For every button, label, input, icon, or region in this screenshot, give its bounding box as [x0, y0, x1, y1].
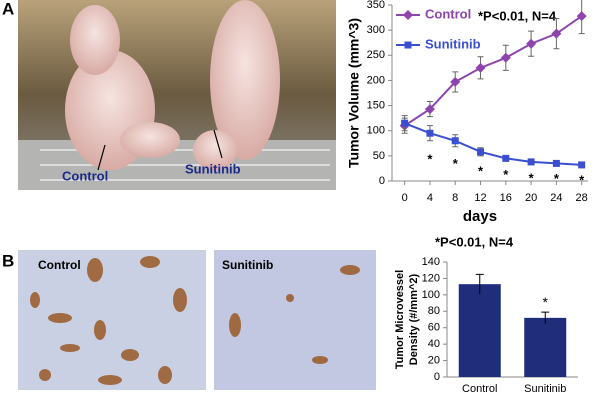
point-label: * — [427, 152, 433, 167]
x-tick-label: 16 — [500, 192, 512, 204]
photo-label: Sunitinib — [185, 161, 241, 176]
y-tick-label: 140 — [422, 256, 440, 268]
error-bar — [475, 273, 484, 295]
marker — [552, 159, 560, 167]
bar — [524, 317, 567, 377]
error-bar — [541, 311, 550, 324]
panel-label: A — [2, 0, 14, 18]
bar-chart: 0 20 40 60 80 100 120 140 Tumor Microvessel Densi… — [394, 234, 578, 395]
photo-label: Sunitinib — [222, 258, 273, 272]
photo-label: Control — [38, 258, 81, 272]
x-tick-label: 24 — [550, 192, 562, 204]
point-label: * — [503, 167, 509, 182]
photo-a: Control Sunitinib — [18, 0, 336, 190]
marker — [424, 104, 435, 115]
y-tick-label: 40 — [428, 338, 440, 350]
x-axis-label: days — [463, 208, 497, 225]
marker — [450, 76, 461, 87]
y-tick-label: 100 — [367, 125, 385, 137]
marker — [502, 154, 510, 162]
marker — [451, 137, 459, 145]
y-tick-label: 60 — [428, 322, 440, 334]
point-label: * — [554, 171, 560, 186]
marker — [527, 158, 535, 166]
annotation: *P<0.01, N=4 — [435, 234, 514, 249]
panel-label: B — [2, 251, 14, 270]
point-label: * — [579, 172, 585, 187]
point-label: * — [529, 170, 535, 185]
y-tick-label: 300 — [367, 24, 385, 36]
bar — [458, 284, 501, 377]
y-tick-label: 120 — [422, 272, 440, 284]
legend-label: Sunitinib — [425, 36, 481, 51]
line-chart: 0 50 100 150 200 250 300 350 0 4 8 12 16 20 24 28 days Tu… — [346, 0, 588, 225]
marker — [578, 161, 586, 169]
y-tick-label: 200 — [367, 74, 385, 86]
marker — [475, 62, 486, 73]
y-tick-label: 150 — [367, 99, 385, 111]
x-tick-label: Control — [462, 383, 497, 395]
y-tick-label: 350 — [367, 0, 385, 11]
x-tick-label: 28 — [576, 192, 588, 204]
photo-label: Control — [62, 168, 108, 183]
marker — [551, 28, 562, 39]
marker — [526, 38, 537, 49]
point-label: * — [478, 163, 484, 178]
legend-marker — [403, 10, 413, 20]
y-axis-label: Tumor Volume (mm^3) — [346, 18, 362, 168]
legend-label: Control — [425, 6, 471, 21]
point-label: * — [453, 156, 459, 171]
annotation: *P<0.01, N=4 — [478, 8, 557, 23]
y-tick-label: 0 — [434, 371, 440, 383]
y-tick-label: 80 — [428, 305, 440, 317]
x-tick-label: 4 — [427, 192, 433, 204]
x-tick-label: 20 — [525, 192, 537, 204]
series-line — [404, 15, 583, 127]
x-tick-label: Sunitinib — [524, 383, 566, 395]
y-tick-label: 0 — [379, 175, 385, 187]
y-tick-label: 100 — [422, 289, 440, 301]
y-axis-label: Tumor Microvessel — [394, 270, 406, 369]
y-axis-label: Density (#/mm^2) — [408, 273, 420, 365]
y-tick-label: 250 — [367, 49, 385, 61]
x-tick-label: 0 — [402, 192, 408, 204]
marker — [500, 52, 511, 63]
marker — [426, 129, 434, 137]
legend-marker — [404, 41, 412, 49]
x-tick-label: 8 — [452, 192, 458, 204]
x-tick-label: 12 — [474, 192, 486, 204]
photo-b: Control Sunitinib — [18, 250, 376, 390]
y-tick-label: 50 — [373, 150, 385, 162]
value-mark: * — [543, 294, 549, 310]
marker — [401, 119, 409, 127]
marker — [477, 148, 485, 156]
marker — [576, 11, 587, 22]
y-tick-label: 20 — [428, 354, 440, 366]
series-line — [404, 122, 582, 166]
